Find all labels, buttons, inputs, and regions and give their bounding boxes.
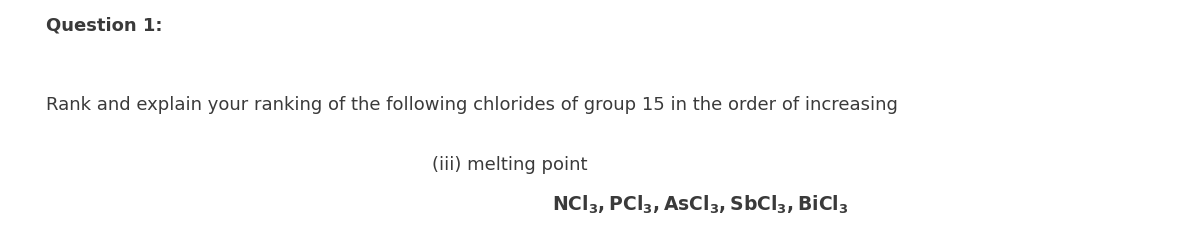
Text: Question 1:: Question 1: [46,17,162,35]
Text: Rank and explain your ranking of the following chlorides of group 15 in the orde: Rank and explain your ranking of the fol… [46,96,898,114]
Text: (iii) melting point: (iii) melting point [432,156,588,174]
Text: $\mathbf{NCl_3, PCl_3, AsCl_3, SbCl_3, BiCl_3}$: $\mathbf{NCl_3, PCl_3, AsCl_3, SbCl_3, B… [552,194,848,216]
